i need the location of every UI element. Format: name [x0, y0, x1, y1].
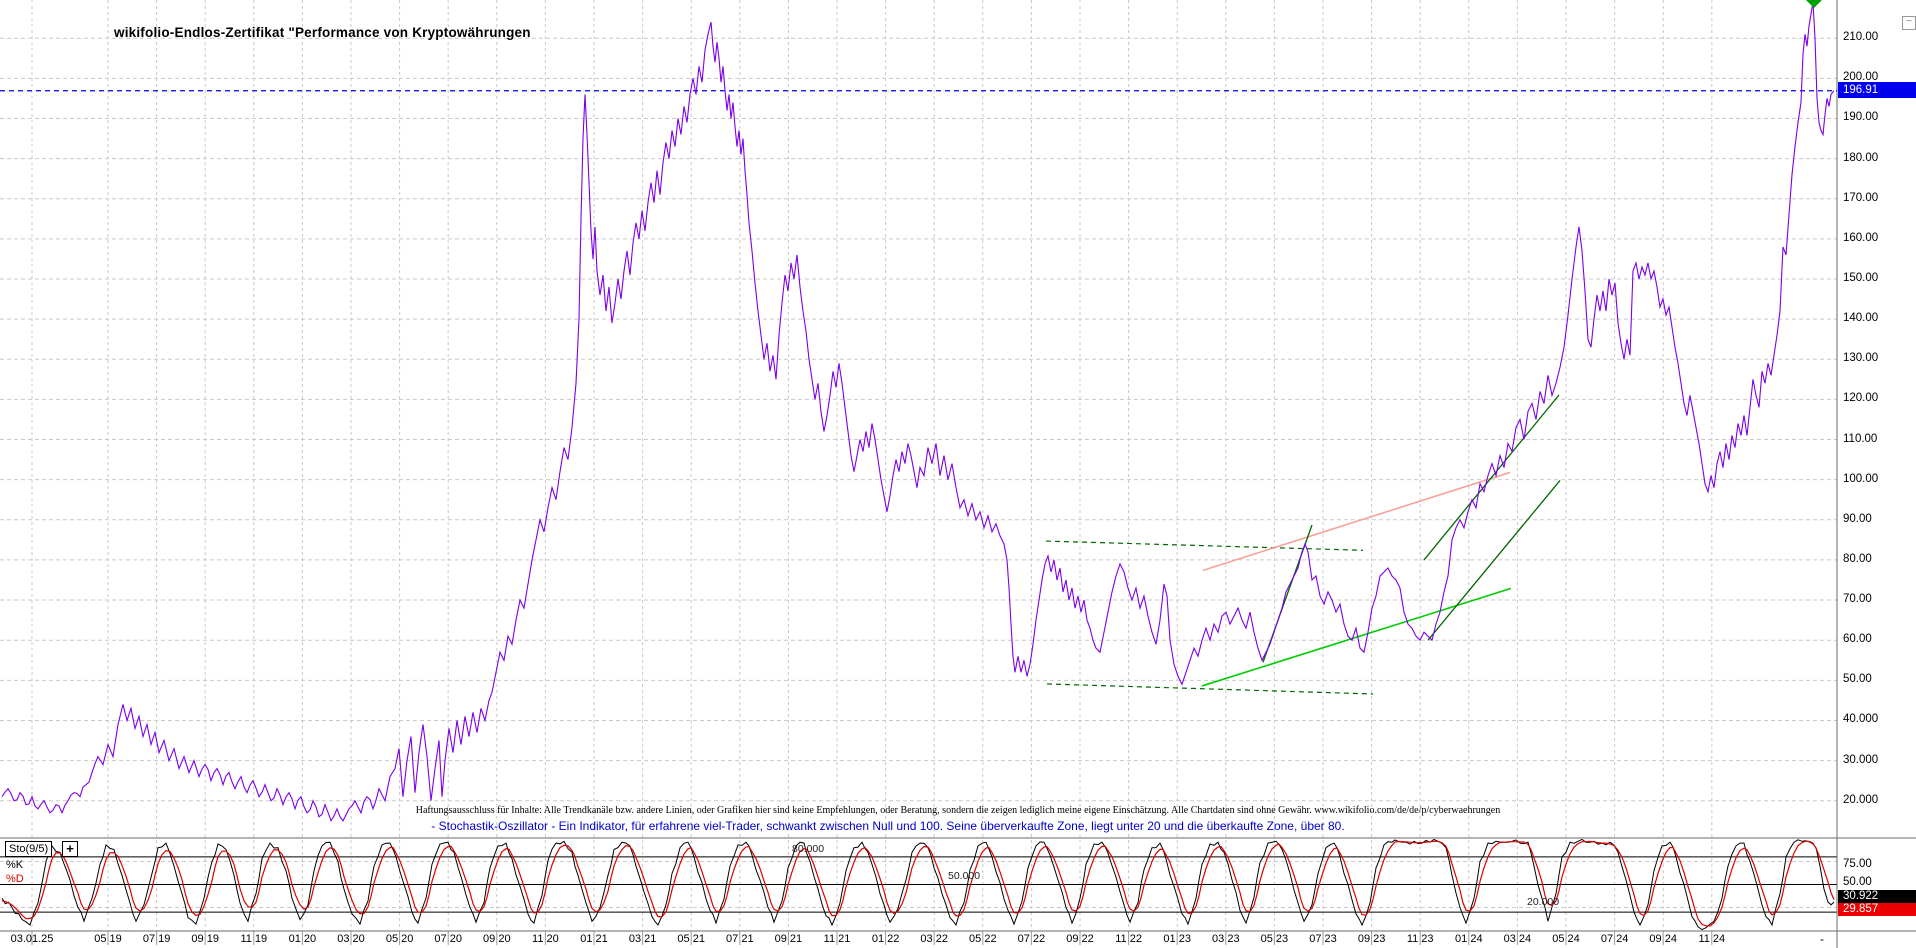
time-axis-label: 09 22: [1066, 933, 1094, 945]
trendline-support-light-green: [1201, 587, 1512, 687]
page-title: wikifolio-Endlos-Zertifikat "Performance…: [114, 25, 531, 40]
price-axis-tick-label: 150.00: [1843, 271, 1879, 284]
time-axis-label: 05 23: [1260, 933, 1289, 945]
time-axis-label: 09 23: [1357, 933, 1386, 945]
price-axis-tick-label: 30.000: [1843, 753, 1879, 766]
price-axis-tick-label: 200.00: [1843, 71, 1879, 84]
disclaimer-text: Haftungsausschluss für Inhalte: Alle Tre…: [415, 805, 1501, 816]
trendline-channel-dark-green-upper: [1423, 394, 1560, 561]
time-axis-label: 11 19: [240, 933, 268, 945]
time-axis-label: 03 23: [1212, 933, 1240, 945]
collapse-panel-icon[interactable]: −: [1902, 16, 1916, 30]
price-axis-tick-label: 110.00: [1843, 432, 1878, 445]
stoch-k-value-badge: 30.922: [1838, 890, 1916, 903]
time-axis-label: 09 19: [191, 933, 219, 945]
oversold-level-label: 20.000: [1527, 896, 1560, 908]
time-axis-label: 07 24: [1600, 933, 1629, 945]
time-axis-label: 01 20: [288, 933, 317, 945]
trendline-channel-dark-green-lower: [1427, 480, 1561, 641]
price-axis-tick-label: 160.00: [1843, 231, 1879, 244]
price-axis-tick-label: 210.00: [1843, 31, 1879, 44]
time-axis-label: 05 24: [1552, 933, 1580, 945]
time-axis-label: 01 23: [1163, 933, 1191, 945]
indicator-label-box[interactable]: Sto(9/5): [5, 841, 53, 857]
price-axis-tick-label: 190.00: [1843, 111, 1879, 124]
time-axis-label: 03.01.25: [10, 933, 54, 945]
stoch-axis-tick-label: 75.00: [1843, 858, 1872, 870]
trendline-consolidation-resistance-dashed: [1045, 540, 1364, 551]
time-axis-label: 03 20: [337, 933, 365, 945]
time-axis-label: 07 22: [1017, 933, 1046, 945]
stoch-d-line: [1, 840, 1835, 927]
time-axis-label: 11 24: [1698, 933, 1726, 945]
trendline-consolidation-support-dashed: [1046, 683, 1374, 695]
time-axis-label: 07 23: [1309, 933, 1337, 945]
axis-end-dash: -: [1820, 932, 1824, 946]
time-axis-label: 01 22: [871, 933, 900, 945]
time-axis-label: 03 24: [1503, 933, 1532, 945]
stochastic-subtitle: - Stochastik-Oszillator - Ein Indikator,…: [431, 819, 1345, 833]
price-axis-tick-label: 100.00: [1843, 472, 1879, 485]
time-axis-label: 11 20: [532, 933, 559, 945]
price-line: [1, 2, 1835, 823]
time-axis-label: 07 21: [726, 933, 754, 945]
time-axis-label: 07 20: [434, 933, 462, 945]
price-axis-tick-label: 180.00: [1843, 151, 1879, 164]
time-axis-label: 05 21: [677, 933, 705, 945]
price-axis-tick-label: 70.00: [1843, 593, 1872, 606]
time-axis-label: 09 24: [1649, 933, 1677, 945]
stoch-d-value-badge: 29.857: [1838, 903, 1916, 916]
time-axis-label: 11 23: [1406, 933, 1434, 945]
price-axis-tick-label: 140.00: [1843, 312, 1879, 325]
time-axis-label: 05 20: [385, 933, 414, 945]
price-axis-tick-label: 60.00: [1843, 633, 1872, 646]
time-axis-label: 01 21: [580, 933, 608, 945]
overbought-level-label: 80.000: [792, 843, 825, 855]
last-price-badge: 196.91: [1838, 82, 1916, 98]
trendline-resistance-salmon: [1202, 471, 1511, 572]
price-axis-tick-label: 170.00: [1843, 191, 1879, 204]
time-axis-label: 01 24: [1455, 933, 1483, 945]
price-axis-tick-label: 20.000: [1843, 793, 1879, 806]
add-indicator-button[interactable]: +: [62, 841, 78, 857]
time-axis-label: 11 21: [823, 933, 851, 945]
price-axis-tick-label: 40.000: [1843, 713, 1879, 726]
stoch-k-line: [1, 838, 1835, 931]
time-axis-label: 09 21: [774, 933, 803, 945]
time-axis-label: 09 20: [483, 933, 511, 945]
price-axis-tick-label: 120.00: [1843, 392, 1879, 405]
stoch-d-label: %D: [6, 873, 24, 885]
time-axis-label: 03 21: [628, 933, 657, 945]
price-axis-tick-label: 80.00: [1843, 552, 1872, 565]
last-quote-marker-icon: [1806, 0, 1822, 8]
price-axis-tick-label: 130.00: [1843, 352, 1879, 365]
price-axis-tick-label: 90.00: [1843, 512, 1872, 525]
time-axis-label: 11 22: [1115, 933, 1142, 945]
stoch-k-label: %K: [6, 859, 24, 871]
stoch-axis-tick-label: 50.00: [1843, 876, 1872, 888]
time-axis-label: 05 22: [969, 933, 997, 945]
price-axis-tick-label: 50.00: [1843, 673, 1872, 686]
time-axis-label: 07 19: [142, 933, 171, 945]
time-axis-label: 03 22: [920, 933, 948, 945]
mid-level-label: 50.000: [948, 870, 981, 882]
time-axis-label: 05 19: [94, 933, 122, 945]
